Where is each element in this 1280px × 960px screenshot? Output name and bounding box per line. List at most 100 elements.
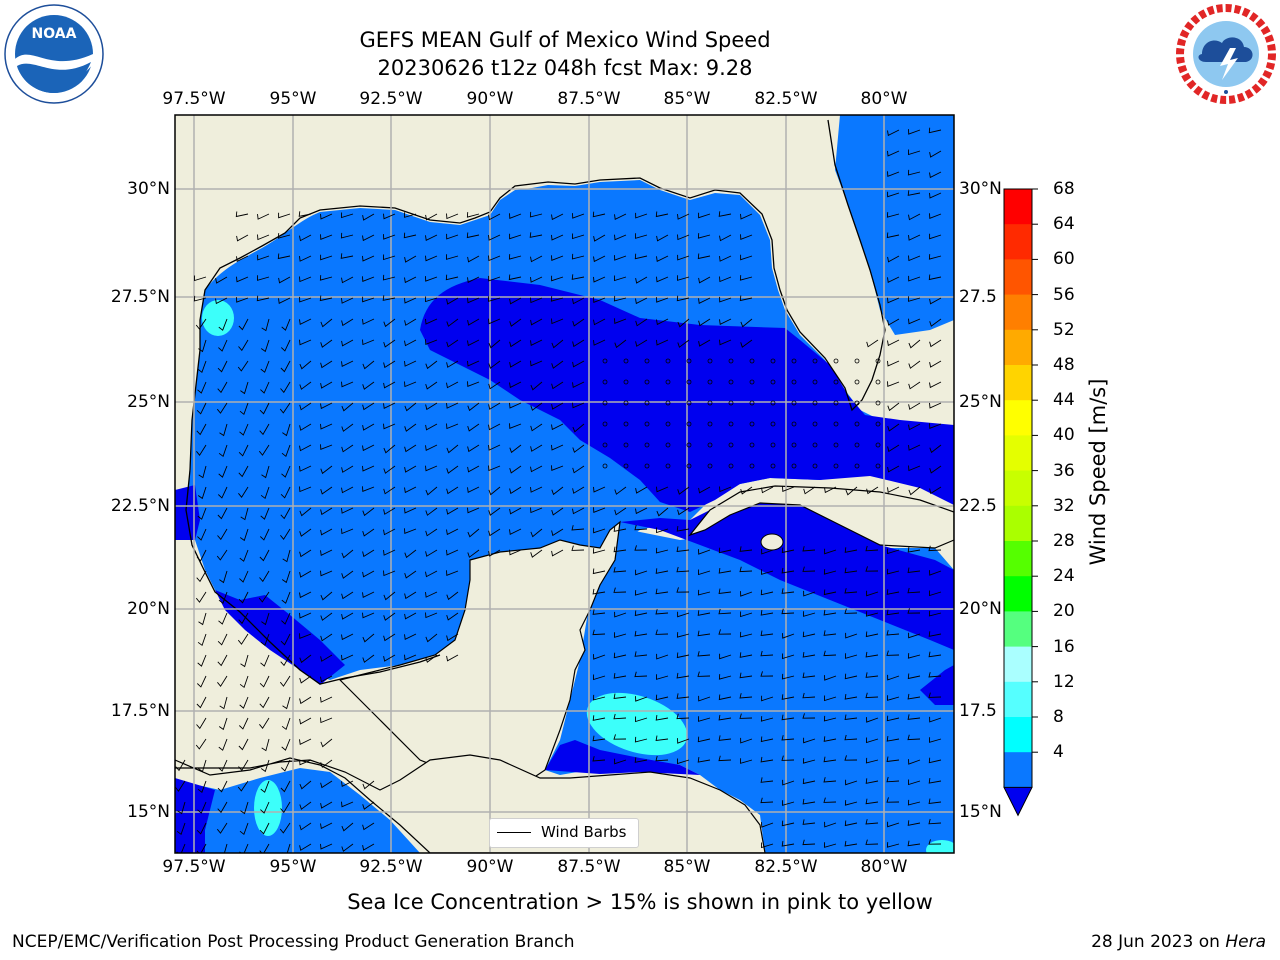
- wind-barb: [445, 274, 459, 281]
- wind-barb: [425, 402, 438, 411]
- wind-barb: [781, 547, 795, 554]
- wind-barb: [340, 232, 354, 239]
- wind-barb: [781, 673, 795, 680]
- wind-barb: [404, 423, 417, 432]
- wind-barb: [488, 296, 501, 302]
- wind-barb: [635, 569, 648, 576]
- colorbar-swatch: [1004, 435, 1032, 472]
- wind-barb: [613, 673, 627, 679]
- wind-barb: [635, 233, 648, 239]
- wind-barb: [467, 276, 480, 283]
- wind-barb: [676, 295, 690, 302]
- calm-wind-marker: [728, 421, 734, 427]
- wind-barb: [613, 587, 627, 593]
- wind-barb: [509, 233, 522, 240]
- wind-barb: [198, 759, 207, 773]
- calm-wind-marker: [644, 358, 650, 364]
- wind-barb: [886, 756, 900, 763]
- calm-wind-marker: [623, 442, 629, 448]
- wind-barb: [614, 213, 627, 220]
- wind-barb: [238, 738, 249, 751]
- wind-barb: [908, 360, 921, 369]
- axis-tick-label: 82.5°W: [754, 857, 818, 877]
- wind-barb: [886, 212, 900, 218]
- wind-barb: [218, 318, 228, 331]
- wind-barb: [362, 213, 375, 221]
- wind-barb: [281, 570, 291, 584]
- wind-barb: [404, 654, 417, 661]
- calm-wind-marker: [854, 400, 860, 406]
- wind-barb: [781, 755, 795, 761]
- colorbar-tick-label: 20: [1053, 601, 1075, 622]
- calm-wind-marker: [602, 463, 608, 469]
- colorbar-tick-label: 12: [1053, 671, 1075, 692]
- wind-barb: [761, 822, 774, 828]
- wind-barb: [551, 465, 564, 471]
- wind-barb: [718, 588, 732, 595]
- wind-barb: [320, 213, 333, 220]
- wind-barb: [488, 423, 501, 431]
- wind-barb: [929, 213, 942, 219]
- wind-barb: [404, 402, 417, 412]
- wind-barb: [887, 191, 900, 198]
- wind-barb: [446, 254, 459, 260]
- wind-barb: [572, 213, 585, 219]
- wind-barb: [929, 233, 942, 240]
- wind-barb: [320, 381, 333, 389]
- wind-barb: [218, 717, 228, 731]
- noaa-logo-text: NOAA: [32, 26, 77, 42]
- wind-barb: [907, 190, 921, 196]
- cuba-land: [688, 485, 954, 549]
- wind-barb: [656, 653, 669, 660]
- wind-barb: [698, 695, 711, 702]
- wind-barb: [362, 633, 375, 643]
- wind-barb: [823, 715, 837, 722]
- wind-barb: [719, 318, 732, 325]
- wind-barb: [634, 524, 648, 531]
- wind-barb: [676, 587, 690, 593]
- wind-barb: [929, 171, 942, 179]
- wind-barb: [320, 843, 333, 850]
- wind-barb: [196, 675, 207, 688]
- wind-barb: [698, 486, 711, 494]
- wind-barb: [698, 297, 711, 304]
- wind-barb: [613, 713, 627, 720]
- axis-tick-label: 85°W: [663, 89, 711, 109]
- wind-barb: [383, 612, 396, 621]
- wind-barb: [929, 381, 942, 389]
- colorbar-tick-label: 8: [1053, 707, 1064, 727]
- wind-barb: [929, 590, 942, 597]
- calm-wind-marker: [854, 463, 860, 469]
- wind-barb: [299, 381, 312, 390]
- wind-barb: [551, 381, 564, 390]
- colorbar-tick-label: 56: [1053, 284, 1075, 305]
- wind-barb: [280, 339, 291, 352]
- calm-wind-marker: [602, 358, 608, 364]
- axis-tick-label: 85°W: [663, 857, 711, 877]
- wind-barb: [865, 798, 879, 805]
- colorbar-tick-label: 52: [1053, 319, 1075, 340]
- wind-barb: [278, 297, 291, 304]
- wind-barb: [614, 255, 627, 261]
- wind-barb: [239, 423, 249, 436]
- calm-wind-marker: [875, 358, 881, 364]
- wind-barb: [320, 717, 333, 724]
- wind-barb: [823, 630, 837, 636]
- wind-barb: [718, 547, 732, 554]
- wind-barb: [280, 780, 291, 793]
- wind-barb: [257, 234, 270, 241]
- wind-barb: [655, 568, 669, 574]
- wind-barb: [362, 801, 375, 810]
- wind-barb: [320, 254, 333, 261]
- wind-barb: [467, 402, 480, 412]
- wind-barb: [404, 486, 417, 494]
- colorbar-swatch: [1004, 646, 1032, 683]
- wind-barb: [571, 274, 585, 280]
- cyan-wind-pocket-pacific: [254, 780, 282, 836]
- wind-barb: [341, 465, 354, 473]
- wind-barb: [238, 717, 249, 730]
- wind-barb: [677, 507, 690, 516]
- wind-barb: [219, 696, 228, 710]
- wind-barb: [823, 569, 837, 575]
- wind-barb: [677, 318, 690, 328]
